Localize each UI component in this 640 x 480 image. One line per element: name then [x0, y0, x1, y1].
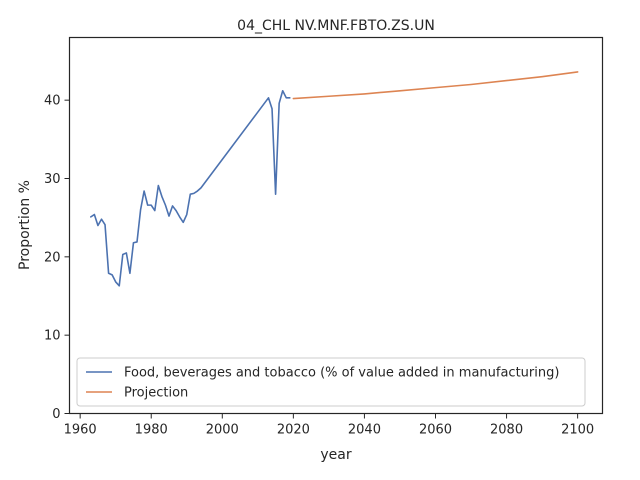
series-layer	[90, 71, 579, 287]
y-tick-label: 0	[52, 407, 60, 422]
legend: Food, beverages and tobacco (% of value …	[76, 357, 586, 407]
x-tick-label: 2100	[561, 423, 594, 438]
legend-label-projection: Projection	[124, 386, 188, 401]
x-tick-label: 2020	[277, 423, 310, 438]
x-tick-label: 2040	[348, 423, 381, 438]
plot-area	[68, 36, 604, 415]
historical-series-line	[90, 89, 291, 287]
y-axis: 0 10 20 30 40	[44, 94, 70, 422]
legend-label-historical: Food, beverages and tobacco (% of value …	[124, 366, 559, 381]
y-tick-label: 30	[44, 172, 61, 187]
x-tick-label: 2060	[419, 423, 452, 438]
x-tick-label: 2000	[206, 423, 239, 438]
y-tick-label: 20	[44, 250, 61, 265]
y-tick-label: 10	[44, 329, 61, 344]
legend-box	[76, 357, 586, 407]
y-axis-title: Proportion %	[17, 180, 33, 270]
y-tick-label: 40	[44, 94, 61, 109]
plot-frame	[68, 36, 604, 415]
x-tick-label: 2080	[490, 423, 523, 438]
x-axis: 1960 1980 2000 2020 2040 2060 2080 2100	[64, 413, 594, 438]
x-axis-title: year	[320, 447, 351, 463]
projection-series-line	[292, 71, 579, 100]
chart-title: 04_CHL NV.MNF.FBTO.ZS.UN	[237, 18, 435, 34]
x-tick-label: 1960	[64, 423, 97, 438]
x-tick-label: 1980	[135, 423, 168, 438]
